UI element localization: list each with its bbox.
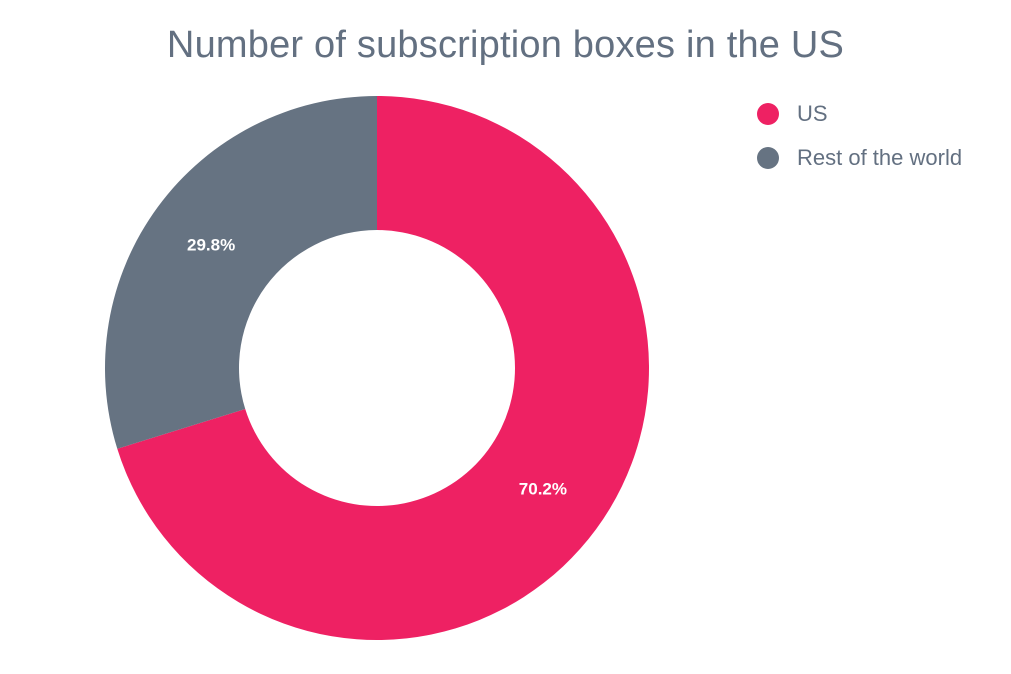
data-label-us: 70.2%: [519, 480, 567, 499]
legend-swatch-us: [757, 103, 779, 125]
chart-title: Number of subscription boxes in the US: [166, 24, 845, 66]
legend: US Rest of the world: [757, 92, 962, 180]
data-label-rest-of-the-world: 29.8%: [187, 235, 235, 254]
legend-label-us: US: [797, 101, 828, 126]
data-labels-group: 70.2% 29.8%: [187, 235, 567, 498]
slice-us: [117, 96, 650, 640]
legend-item-us: US: [757, 92, 962, 136]
legend-label-rest-of-the-world: Rest of the world: [797, 145, 963, 170]
slice-rest-of-the-world: [104, 96, 377, 449]
legend-item-rest-of-the-world: Rest of the world: [757, 136, 962, 180]
slices-group: [104, 96, 650, 640]
legend-swatch-rest-of-the-world: [757, 147, 779, 169]
